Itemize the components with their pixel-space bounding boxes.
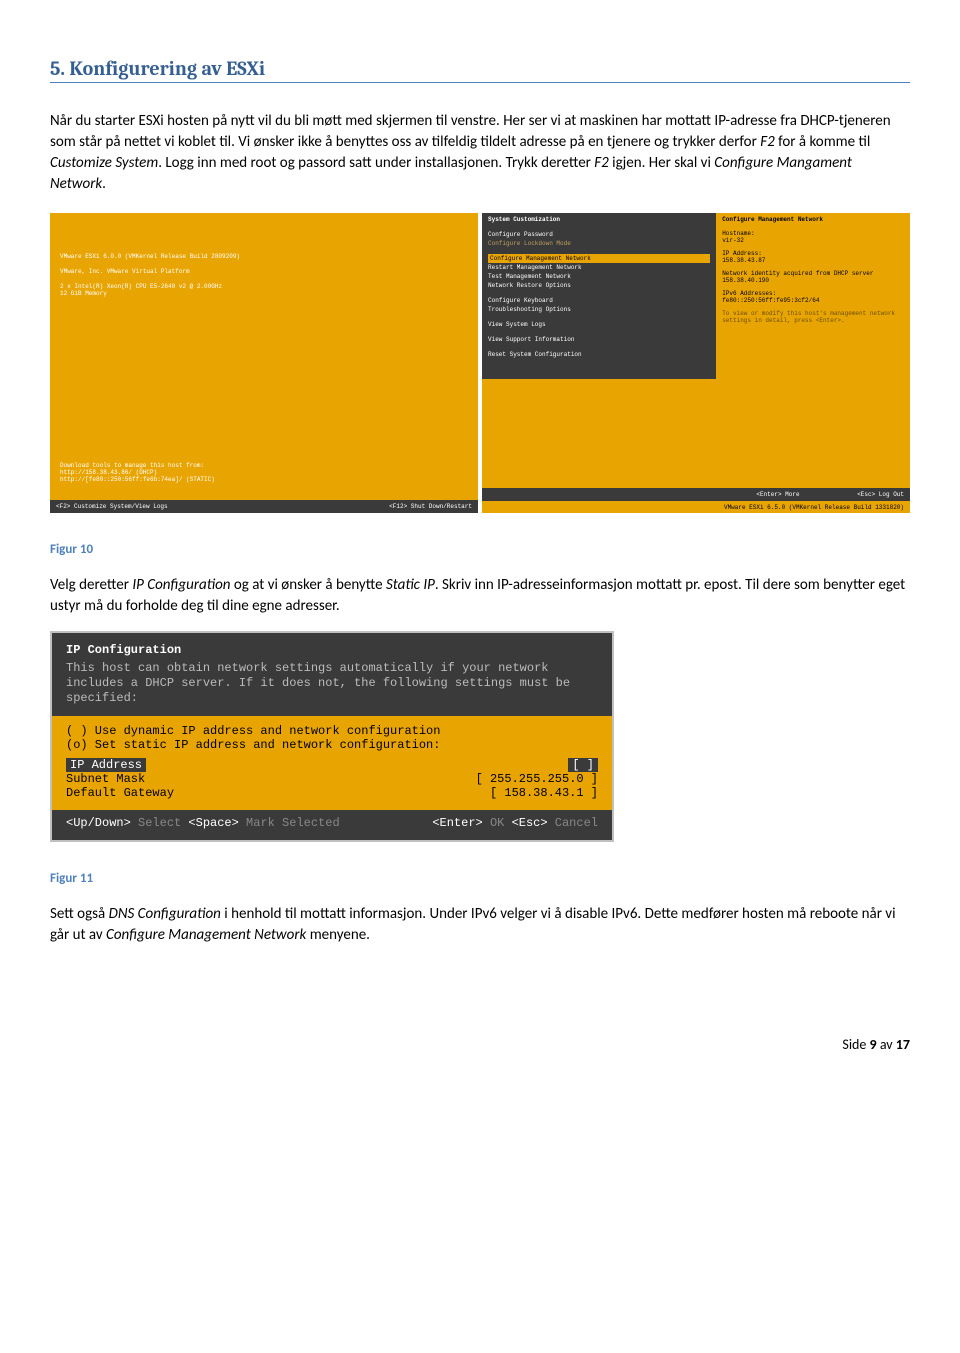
footer-esc: <Esc> Log Out [857, 491, 904, 498]
text: og at vi ønsker å benytte [230, 576, 386, 594]
text: . [102, 175, 106, 193]
text-italic: DNS Configuration [109, 905, 221, 923]
text: Sett også [50, 905, 109, 923]
menu-item: Test Management Network [488, 272, 710, 281]
paragraph-1: Når du starter ESXi hosten på nytt vil d… [50, 111, 910, 195]
download-block: Download tools to manage this host from:… [60, 462, 215, 483]
footer-page-current: 9 [870, 1036, 877, 1053]
ipconf-body: ( ) Use dynamic IP address and network c… [52, 716, 612, 810]
key-space: <Space> [188, 816, 238, 830]
menu-item: Troubleshooting Options [488, 305, 710, 314]
header-confignet: Configure Management Network [716, 213, 910, 226]
download-url-1: http://158.38.43.86/ (DHCP) [60, 469, 215, 476]
ipconf-title: IP Configuration [52, 633, 612, 661]
download-url-2: http://[fe80::250:56ff:fe6b:74ea]/ (STAT… [60, 476, 215, 483]
ipconf-description: This host can obtain network settings au… [52, 661, 612, 716]
ip-label: IP Address: [722, 250, 904, 257]
esxi-mem: 12 GiB Memory [60, 290, 468, 297]
text: Velg deretter [50, 576, 132, 594]
ipconf-gw-label: Default Gateway [66, 786, 174, 800]
text-italic: Configure Management Network [106, 926, 306, 944]
ipconf-gw-value: [ 158.38.43.1 ] [490, 786, 598, 800]
ipconf-ip-label: IP Address [66, 758, 146, 772]
ipconf-footer: <Up/Down> Select <Space> Mark Selected <… [52, 810, 612, 840]
detail-column: Hostname: vir-32 IP Address: 158.38.43.8… [716, 226, 910, 379]
build-line: VMware ESXi 6.5.0 (VMKernel Release Buil… [482, 502, 910, 513]
key-label: OK [483, 816, 512, 830]
text-italic: IP Configuration [132, 576, 230, 594]
ipconf-option-static: (o) Set static IP address and network co… [66, 738, 598, 752]
menu-item-selected: Configure Management Network [488, 254, 710, 263]
key-updown: <Up/Down> [66, 816, 131, 830]
panel-footer: <Enter> More <Esc> Log Out [482, 488, 910, 501]
text: for å komme til [775, 133, 871, 151]
ip-value: 158.38.43.87 [722, 257, 904, 264]
text: . Logg inn med root og passord satt unde… [158, 154, 594, 172]
menu-item: View System Logs [488, 320, 710, 329]
esxi-syscustom-panel: System Customization Configure Managemen… [482, 213, 910, 513]
figure-10-label: Figur 10 [50, 541, 910, 559]
esxi-screenshots-row: VMware ESXi 6.0.0 (VMKernel Release Buil… [50, 213, 910, 513]
panel-footer: <F2> Customize System/View Logs <F12> Sh… [50, 500, 478, 513]
paragraph-2: Velg deretter IP Configuration og at vi … [50, 575, 910, 617]
ipconf-option-dynamic: ( ) Use dynamic IP address and network c… [66, 724, 598, 738]
key-label: Mark Selected [239, 816, 340, 830]
ipconf-footer-right: <Enter> OK <Esc> Cancel [432, 816, 598, 830]
ipv6-value: fe80::250:56ff:fe95:3cf2/64 [722, 297, 904, 304]
panel-columns: Configure Password Configure Lockdown Mo… [482, 226, 910, 379]
ipconf-row-ip: IP Address [ ] [66, 758, 598, 772]
menu-item: View Support Information [488, 335, 710, 344]
ipconf-mask-label: Subnet Mask [66, 772, 145, 786]
key-label: Cancel [548, 816, 598, 830]
text-italic: Customize System [50, 154, 158, 172]
ipconf-row-gw: Default Gateway [ 158.38.43.1 ] [66, 786, 598, 800]
menu-item: Network Restore Options [488, 281, 710, 290]
esxi-version: VMware ESXi 6.0.0 (VMKernel Release Buil… [60, 253, 468, 260]
figure-11-label: Figur 11 [50, 870, 910, 888]
footer-f12: <F12> Shut Down/Restart [389, 503, 472, 510]
key-label: Select [131, 816, 189, 830]
esxi-welcome-panel: VMware ESXi 6.0.0 (VMKernel Release Buil… [50, 213, 478, 513]
menu-item: Configure Password [488, 230, 710, 239]
section-heading: 5. Konfigurering av ESXi [50, 57, 910, 83]
esxi-cpu: 2 x Intel(R) Xeon(R) CPU E5-2640 v2 @ 2.… [60, 283, 468, 290]
ipconf-footer-left: <Up/Down> Select <Space> Mark Selected [66, 816, 340, 830]
hostname-value: vir-32 [722, 237, 904, 244]
text: menyene. [306, 926, 370, 944]
key-enter: <Enter> [432, 816, 482, 830]
text-italic: F2 [594, 154, 609, 172]
dhcp-note: Network identity acquired from DHCP serv… [722, 270, 904, 284]
paragraph-3: Sett også DNS Configuration i henhold ti… [50, 904, 910, 946]
download-head: Download tools to manage this host from: [60, 462, 215, 469]
ipconf-mask-value: [ 255.255.255.0 ] [476, 772, 598, 786]
key-esc: <Esc> [512, 816, 548, 830]
menu-item: Restart Management Network [488, 263, 710, 272]
footer-enter: <Enter> More [756, 491, 799, 498]
detail-note: To view or modify this host's management… [722, 310, 904, 324]
esxi-platform: VMware, Inc. VMware Virtual Platform [60, 268, 468, 275]
header-syscustom: System Customization [482, 213, 716, 226]
text: igjen. Her skal vi [609, 154, 715, 172]
menu-column: Configure Password Configure Lockdown Mo… [482, 226, 716, 379]
ipv6-label: IPv6 Addresses: [722, 290, 904, 297]
footer-f2: <F2> Customize System/View Logs [56, 503, 168, 510]
page-footer: Side 9 av 17 [50, 1036, 910, 1053]
panel-body: VMware ESXi 6.0.0 (VMKernel Release Buil… [50, 213, 478, 305]
menu-item-dim: Configure Lockdown Mode [488, 239, 710, 248]
ip-configuration-dialog: IP Configuration This host can obtain ne… [50, 631, 614, 842]
footer-page-total: 17 [896, 1036, 910, 1053]
footer-text: Side [842, 1036, 869, 1053]
hostname-label: Hostname: [722, 230, 904, 237]
ipconf-ip-value: [ ] [568, 758, 598, 772]
footer-text: av [877, 1036, 896, 1053]
text-italic: Static IP [386, 576, 435, 594]
ipconf-row-mask: Subnet Mask [ 255.255.255.0 ] [66, 772, 598, 786]
menu-item: Configure Keyboard [488, 296, 710, 305]
menu-item: Reset System Configuration [488, 350, 710, 359]
text-italic: F2 [760, 133, 775, 151]
